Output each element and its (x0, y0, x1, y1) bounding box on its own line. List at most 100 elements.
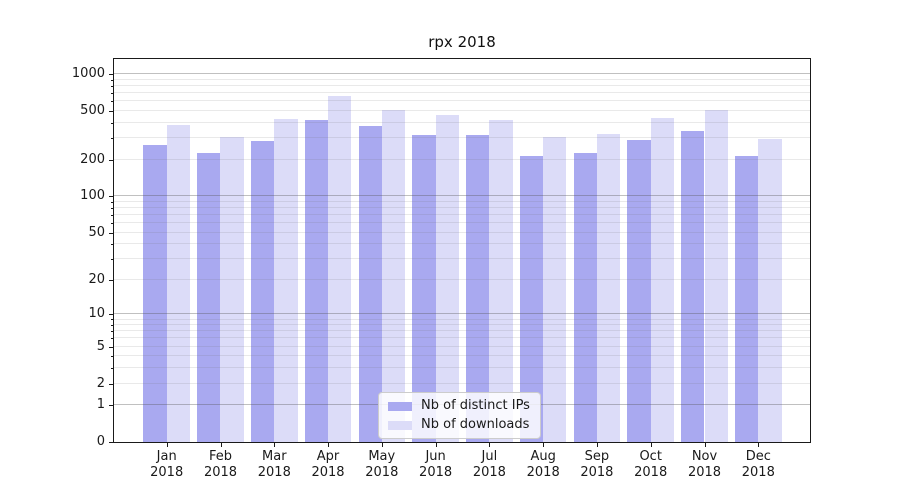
y-tick-label-10: 10 (88, 306, 105, 322)
y-tick-label-1000: 1000 (71, 66, 105, 82)
gridline-60 (114, 222, 810, 224)
y-minor-tick-mark-600 (111, 101, 113, 103)
x-tick-label-may-2018: May 2018 (365, 449, 399, 480)
x-tick-mark-may-2018 (381, 443, 383, 447)
bar-nb-of-distinct-ips-jul-2018 (466, 135, 490, 442)
y-minor-tick-mark-900 (111, 79, 113, 81)
gridline-900 (114, 78, 810, 80)
bar-nb-of-downloads-feb-2018 (220, 137, 244, 442)
plot-area: Nb of distinct IPs Nb of downloads (113, 58, 811, 443)
y-minor-tick-mark-6 (111, 338, 113, 340)
legend: Nb of distinct IPs Nb of downloads (378, 392, 541, 439)
y-minor-tick-mark-700 (111, 93, 113, 95)
gridline-70 (114, 214, 810, 216)
gridline-400 (114, 122, 810, 123)
chart-title: rpx 2018 (428, 33, 496, 51)
x-tick-mark-dec-2018 (758, 443, 760, 447)
y-tick-mark-1 (109, 405, 113, 407)
bar-nb-of-distinct-ips-may-2018 (358, 126, 382, 442)
bar-nb-of-distinct-ips-dec-2018 (734, 156, 759, 442)
x-tick-label-mar-2018: Mar 2018 (257, 449, 291, 480)
x-tick-label-dec-2018: Dec 2018 (741, 449, 775, 480)
y-minor-tick-mark-4 (111, 356, 113, 358)
x-tick-label-oct-2018: Oct 2018 (634, 449, 668, 480)
x-tick-label-feb-2018: Feb 2018 (203, 449, 238, 480)
y-minor-tick-mark-500 (111, 111, 113, 113)
gridline-200 (114, 158, 810, 160)
x-tick-label-sep-2018: Sep 2018 (580, 449, 614, 480)
y-minor-tick-mark-80 (111, 208, 113, 210)
y-minor-tick-mark-9 (111, 319, 113, 321)
legend-label-downloads: Nb of downloads (421, 417, 530, 432)
gridline-100 (114, 195, 810, 197)
x-tick-mark-jul-2018 (489, 443, 491, 447)
y-minor-tick-mark-5 (111, 346, 113, 348)
gridline-500 (114, 110, 810, 112)
gridline-6 (114, 337, 810, 339)
gridline-90 (114, 200, 810, 202)
bar-nb-of-downloads-nov-2018 (704, 109, 728, 442)
x-tick-label-jul-2018: Jul 2018 (472, 449, 506, 480)
y-tick-label-5: 5 (96, 338, 105, 354)
bar-nb-of-downloads-oct-2018 (650, 117, 675, 442)
gridline-40 (114, 243, 810, 245)
y-minor-tick-mark-70 (111, 215, 113, 217)
x-tick-label-nov-2018: Nov 2018 (687, 449, 722, 480)
gridline-1000 (114, 73, 810, 75)
y-minor-tick-mark-40 (111, 244, 113, 246)
x-tick-label-aug-2018: Aug 2018 (526, 449, 560, 480)
bar-nb-of-downloads-dec-2018 (758, 139, 782, 442)
gridline-8 (114, 324, 810, 326)
bar-nb-of-downloads-apr-2018 (328, 95, 352, 442)
y-tick-label-100: 100 (80, 188, 105, 204)
y-tick-mark-10 (109, 314, 113, 316)
x-tick-mark-feb-2018 (220, 443, 222, 447)
y-minor-tick-mark-20 (111, 280, 113, 281)
x-tick-mark-nov-2018 (704, 443, 706, 447)
gridline-800 (114, 85, 810, 87)
gridline-9 (114, 318, 810, 320)
x-tick-mark-jun-2018 (435, 443, 437, 447)
y-minor-tick-mark-800 (111, 86, 113, 88)
x-tick-label-jun-2018: Jun 2018 (419, 449, 453, 480)
gridline-7 (114, 330, 810, 332)
gridline-30 (114, 258, 810, 260)
bar-nb-of-downloads-jan-2018 (166, 125, 190, 442)
gridline-600 (114, 100, 810, 102)
bar-nb-of-downloads-mar-2018 (274, 119, 298, 442)
y-tick-label-1: 1 (96, 397, 105, 413)
bar-nb-of-distinct-ips-feb-2018 (197, 153, 221, 442)
gridline-4 (114, 355, 810, 357)
bar-nb-of-distinct-ips-sep-2018 (573, 153, 597, 442)
y-minor-tick-mark-400 (111, 123, 113, 124)
gridline-10 (114, 313, 810, 315)
gridline-2 (114, 382, 810, 384)
bar-nb-of-distinct-ips-mar-2018 (250, 140, 275, 442)
y-minor-tick-mark-60 (111, 223, 113, 225)
x-tick-mark-jan-2018 (166, 443, 168, 447)
bar-nb-of-downloads-jul-2018 (489, 119, 513, 442)
y-minor-tick-mark-50 (111, 232, 113, 234)
y-minor-tick-mark-200 (111, 159, 113, 161)
y-tick-label-20: 20 (88, 272, 105, 287)
bar-nb-of-distinct-ips-oct-2018 (627, 140, 651, 442)
bar-nb-of-downloads-jun-2018 (435, 114, 459, 442)
y-tick-mark-1000 (109, 74, 113, 76)
y-minor-tick-mark-2 (111, 383, 113, 385)
bar-nb-of-downloads-sep-2018 (596, 134, 621, 442)
x-tick-mark-mar-2018 (274, 443, 276, 447)
gridline-3 (114, 367, 810, 369)
legend-swatch-downloads (388, 420, 412, 430)
gridline-80 (114, 207, 810, 209)
bar-nb-of-distinct-ips-aug-2018 (519, 155, 544, 442)
y-tick-label-2: 2 (96, 375, 105, 391)
x-tick-mark-apr-2018 (328, 443, 329, 447)
gridline-50 (114, 231, 810, 233)
bar-nb-of-distinct-ips-nov-2018 (681, 130, 705, 442)
x-tick-mark-oct-2018 (650, 443, 652, 447)
y-minor-tick-mark-8 (111, 325, 113, 327)
legend-swatch-distinct-ips (388, 401, 412, 411)
y-minor-tick-mark-3 (111, 368, 113, 370)
bar-nb-of-downloads-may-2018 (381, 110, 406, 442)
legend-item-distinct-ips: Nb of distinct IPs (388, 398, 530, 414)
